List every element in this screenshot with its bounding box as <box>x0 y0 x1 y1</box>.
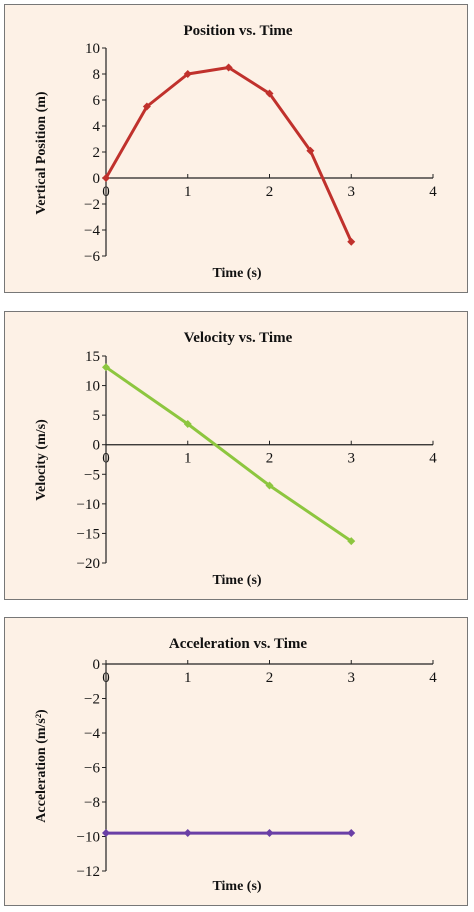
chart-title: Velocity vs. Time <box>184 330 293 346</box>
y-tick-label: −6 <box>84 249 100 265</box>
x-tick-label: 4 <box>429 451 437 467</box>
x-tick-label: 1 <box>184 451 192 467</box>
x-tick-label: 2 <box>266 451 274 467</box>
x-tick-label: 1 <box>184 184 192 200</box>
x-axis-title: Time (s) <box>212 266 261 281</box>
velocity-chart-panel: Velocity vs. Time Time (s) Velocity (m/s… <box>4 311 468 600</box>
x-tick-label: 2 <box>266 670 274 686</box>
velocity-chart: Velocity vs. Time Time (s) Velocity (m/s… <box>34 330 437 588</box>
y-tick-label: 10 <box>85 379 100 395</box>
series-line <box>105 365 353 543</box>
data-point <box>183 70 192 78</box>
x-tick-label: 3 <box>348 184 356 200</box>
y-tick-label: −15 <box>77 526 100 542</box>
x-axis-title: Time (s) <box>212 573 261 588</box>
x-tick-label: 3 <box>348 670 356 686</box>
x-tick-label: 1 <box>184 670 192 686</box>
acceleration-chart: Acceleration vs. Time Time (s) Accelerat… <box>34 636 437 894</box>
y-tick-label: −4 <box>84 223 100 239</box>
y-tick-label: 10 <box>85 41 100 57</box>
y-tick-label: 6 <box>93 93 101 109</box>
series-line <box>104 66 353 243</box>
data-point <box>306 146 315 155</box>
y-tick-label: 8 <box>93 67 101 83</box>
data-point <box>265 829 274 838</box>
x-axis-title: Time (s) <box>212 879 261 894</box>
y-tick-label: −4 <box>84 726 100 742</box>
chart-title: Acceleration vs. Time <box>169 636 308 652</box>
y-axis-title: Acceleration (m/s²) <box>34 709 49 823</box>
y-tick-label: 2 <box>93 145 101 161</box>
y-tick-label: −2 <box>84 692 100 708</box>
y-tick-label: 15 <box>85 349 100 365</box>
data-point <box>265 89 274 98</box>
y-tick-label: −12 <box>77 864 100 880</box>
x-tick-label: 0 <box>102 670 110 686</box>
y-tick-label: 5 <box>93 408 101 424</box>
y-tick-label: −10 <box>77 497 100 513</box>
y-tick-label: 0 <box>93 438 101 454</box>
y-tick-label: −2 <box>84 197 100 213</box>
y-axis-title: Velocity (m/s) <box>34 419 49 501</box>
y-tick-label: 4 <box>93 119 101 135</box>
data-point <box>183 829 192 838</box>
data-point <box>102 829 110 838</box>
data-point <box>102 363 110 372</box>
y-tick-label: −20 <box>77 556 100 572</box>
x-tick-label: 4 <box>429 184 437 200</box>
y-tick-label: −5 <box>84 467 100 483</box>
y-tick-label: −10 <box>77 830 100 846</box>
position-chart-panel: Position vs. Time Time (s) Vertical Posi… <box>4 4 468 293</box>
y-tick-label: −6 <box>84 761 100 777</box>
y-tick-label: −8 <box>84 795 100 811</box>
data-point <box>347 237 356 246</box>
acceleration-chart-panel: Acceleration vs. Time Time (s) Accelerat… <box>4 617 468 906</box>
data-point <box>347 537 356 546</box>
y-axis-title: Vertical Position (m) <box>34 91 49 214</box>
x-tick-label: 2 <box>266 184 274 200</box>
position-chart: Position vs. Time Time (s) Vertical Posi… <box>34 23 437 281</box>
data-point <box>265 481 274 490</box>
x-tick-label: 0 <box>102 451 110 467</box>
y-tick-label: 0 <box>93 657 101 673</box>
x-tick-label: 4 <box>429 670 437 686</box>
data-point <box>347 829 356 838</box>
data-point <box>224 63 233 72</box>
y-tick-label: 0 <box>93 171 101 187</box>
chart-title: Position vs. Time <box>183 23 292 39</box>
data-point <box>102 174 110 182</box>
x-tick-label: 0 <box>102 184 110 200</box>
data-point <box>183 420 192 429</box>
x-tick-label: 3 <box>348 451 356 467</box>
data-point <box>142 102 151 111</box>
